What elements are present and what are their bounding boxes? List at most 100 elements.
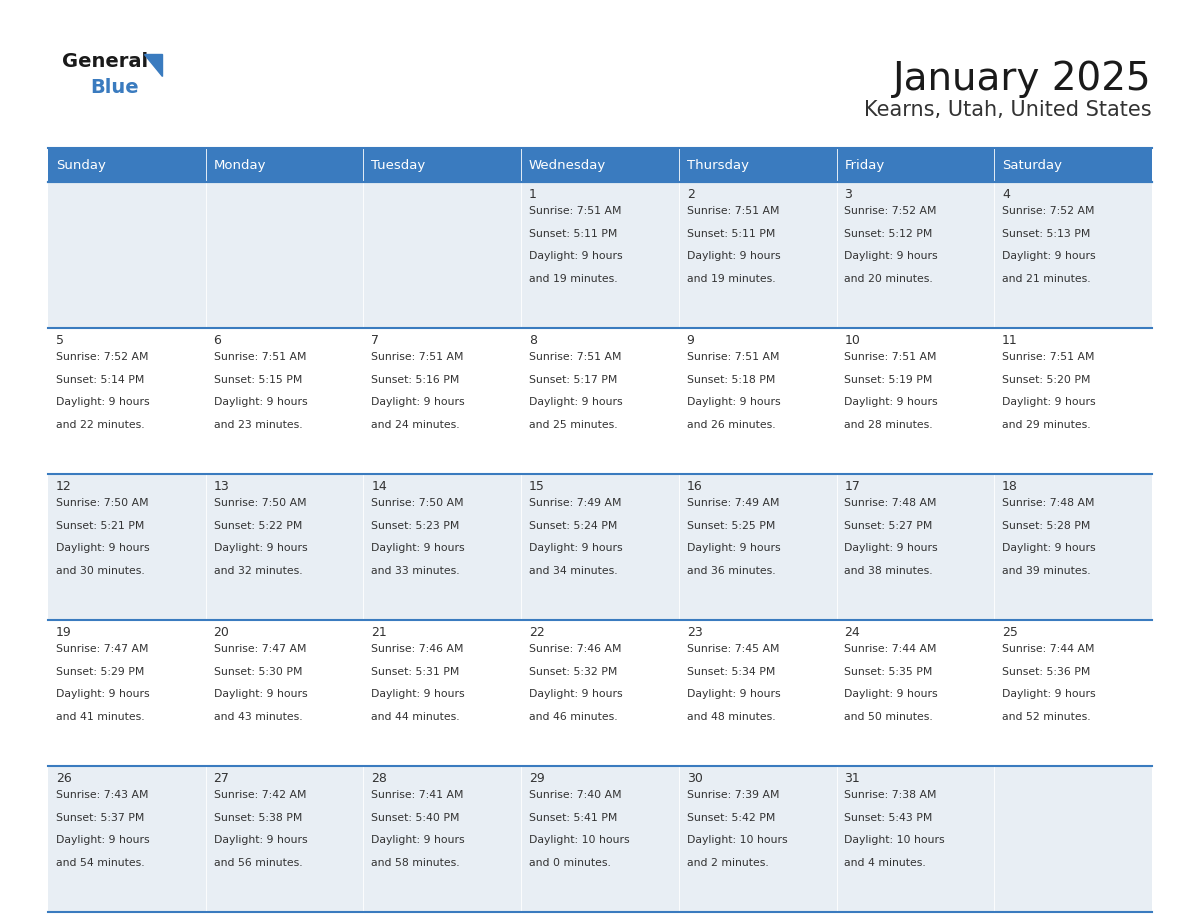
Bar — [48, 328, 1152, 474]
Text: and 2 minutes.: and 2 minutes. — [687, 858, 769, 868]
Text: Sunrise: 7:46 AM: Sunrise: 7:46 AM — [529, 644, 621, 654]
Text: and 20 minutes.: and 20 minutes. — [845, 274, 934, 284]
Text: and 56 minutes.: and 56 minutes. — [214, 858, 302, 868]
Text: and 21 minutes.: and 21 minutes. — [1003, 274, 1091, 284]
Text: Daylight: 9 hours: Daylight: 9 hours — [529, 689, 623, 700]
Text: 19: 19 — [56, 626, 71, 639]
Text: Sunset: 5:31 PM: Sunset: 5:31 PM — [372, 666, 460, 677]
Text: Sunset: 5:18 PM: Sunset: 5:18 PM — [687, 375, 775, 385]
Text: Kearns, Utah, United States: Kearns, Utah, United States — [865, 100, 1152, 120]
Text: 15: 15 — [529, 480, 545, 493]
Text: Sunset: 5:41 PM: Sunset: 5:41 PM — [529, 812, 618, 823]
Text: and 34 minutes.: and 34 minutes. — [529, 565, 618, 576]
Text: 11: 11 — [1003, 334, 1018, 347]
Text: Saturday: Saturday — [1003, 159, 1062, 172]
Text: Sunday: Sunday — [56, 159, 106, 172]
Text: 8: 8 — [529, 334, 537, 347]
Text: General: General — [62, 52, 148, 71]
Text: Daylight: 9 hours: Daylight: 9 hours — [687, 397, 781, 408]
Text: Sunset: 5:13 PM: Sunset: 5:13 PM — [1003, 229, 1091, 239]
Text: and 22 minutes.: and 22 minutes. — [56, 420, 145, 430]
Text: Sunrise: 7:51 AM: Sunrise: 7:51 AM — [529, 206, 621, 216]
Text: 31: 31 — [845, 772, 860, 785]
Text: Sunrise: 7:46 AM: Sunrise: 7:46 AM — [372, 644, 463, 654]
Text: Daylight: 9 hours: Daylight: 9 hours — [1003, 397, 1095, 408]
Text: and 58 minutes.: and 58 minutes. — [372, 858, 460, 868]
Text: 3: 3 — [845, 188, 852, 201]
Text: Sunrise: 7:43 AM: Sunrise: 7:43 AM — [56, 790, 148, 800]
Text: Sunrise: 7:51 AM: Sunrise: 7:51 AM — [687, 352, 779, 362]
Text: 2: 2 — [687, 188, 695, 201]
Text: and 48 minutes.: and 48 minutes. — [687, 711, 776, 722]
Text: 24: 24 — [845, 626, 860, 639]
Text: Daylight: 9 hours: Daylight: 9 hours — [529, 397, 623, 408]
Text: Sunrise: 7:38 AM: Sunrise: 7:38 AM — [845, 790, 937, 800]
Text: Daylight: 9 hours: Daylight: 9 hours — [214, 543, 308, 554]
Text: Sunset: 5:32 PM: Sunset: 5:32 PM — [529, 666, 618, 677]
Text: 7: 7 — [372, 334, 379, 347]
Text: Monday: Monday — [214, 159, 266, 172]
Text: Sunset: 5:17 PM: Sunset: 5:17 PM — [529, 375, 618, 385]
Text: 25: 25 — [1003, 626, 1018, 639]
Text: Sunset: 5:40 PM: Sunset: 5:40 PM — [372, 812, 460, 823]
Text: Daylight: 9 hours: Daylight: 9 hours — [687, 543, 781, 554]
Text: Daylight: 10 hours: Daylight: 10 hours — [529, 835, 630, 845]
Bar — [48, 182, 1152, 328]
Text: Daylight: 9 hours: Daylight: 9 hours — [56, 543, 150, 554]
Text: Sunset: 5:38 PM: Sunset: 5:38 PM — [214, 812, 302, 823]
Text: 28: 28 — [372, 772, 387, 785]
Text: Friday: Friday — [845, 159, 885, 172]
Text: and 46 minutes.: and 46 minutes. — [529, 711, 618, 722]
Text: Sunrise: 7:41 AM: Sunrise: 7:41 AM — [372, 790, 463, 800]
Text: 18: 18 — [1003, 480, 1018, 493]
Text: Sunrise: 7:44 AM: Sunrise: 7:44 AM — [1003, 644, 1094, 654]
Text: Wednesday: Wednesday — [529, 159, 606, 172]
Text: 5: 5 — [56, 334, 64, 347]
Text: Sunset: 5:11 PM: Sunset: 5:11 PM — [529, 229, 618, 239]
Text: Sunset: 5:37 PM: Sunset: 5:37 PM — [56, 812, 144, 823]
Text: Sunset: 5:34 PM: Sunset: 5:34 PM — [687, 666, 775, 677]
Text: Sunrise: 7:51 AM: Sunrise: 7:51 AM — [1003, 352, 1094, 362]
Text: 30: 30 — [687, 772, 702, 785]
Text: Daylight: 9 hours: Daylight: 9 hours — [845, 397, 939, 408]
Text: and 33 minutes.: and 33 minutes. — [372, 565, 460, 576]
Text: 20: 20 — [214, 626, 229, 639]
Text: Sunset: 5:27 PM: Sunset: 5:27 PM — [845, 521, 933, 531]
Text: and 4 minutes.: and 4 minutes. — [845, 858, 927, 868]
Text: 1: 1 — [529, 188, 537, 201]
Text: Sunset: 5:25 PM: Sunset: 5:25 PM — [687, 521, 775, 531]
Text: Blue: Blue — [90, 78, 139, 97]
Text: Sunset: 5:21 PM: Sunset: 5:21 PM — [56, 521, 144, 531]
Text: and 28 minutes.: and 28 minutes. — [845, 420, 933, 430]
Text: 16: 16 — [687, 480, 702, 493]
Text: Sunset: 5:30 PM: Sunset: 5:30 PM — [214, 666, 302, 677]
Text: Sunrise: 7:47 AM: Sunrise: 7:47 AM — [214, 644, 307, 654]
Text: Sunrise: 7:48 AM: Sunrise: 7:48 AM — [1003, 498, 1094, 508]
Text: Daylight: 9 hours: Daylight: 9 hours — [372, 397, 465, 408]
Text: Sunset: 5:35 PM: Sunset: 5:35 PM — [845, 666, 933, 677]
Text: Daylight: 9 hours: Daylight: 9 hours — [529, 252, 623, 262]
Text: Sunrise: 7:50 AM: Sunrise: 7:50 AM — [372, 498, 465, 508]
Text: Daylight: 9 hours: Daylight: 9 hours — [1003, 252, 1095, 262]
Text: and 24 minutes.: and 24 minutes. — [372, 420, 460, 430]
Text: and 44 minutes.: and 44 minutes. — [372, 711, 460, 722]
Text: and 38 minutes.: and 38 minutes. — [845, 565, 933, 576]
Text: 13: 13 — [214, 480, 229, 493]
Text: Tuesday: Tuesday — [372, 159, 425, 172]
Text: Sunset: 5:29 PM: Sunset: 5:29 PM — [56, 666, 144, 677]
Text: Sunset: 5:22 PM: Sunset: 5:22 PM — [214, 521, 302, 531]
Text: Sunrise: 7:50 AM: Sunrise: 7:50 AM — [214, 498, 307, 508]
Text: Sunrise: 7:52 AM: Sunrise: 7:52 AM — [1003, 206, 1094, 216]
Text: 26: 26 — [56, 772, 71, 785]
Text: Daylight: 10 hours: Daylight: 10 hours — [845, 835, 946, 845]
Text: Sunrise: 7:47 AM: Sunrise: 7:47 AM — [56, 644, 148, 654]
Text: Sunrise: 7:40 AM: Sunrise: 7:40 AM — [529, 790, 621, 800]
Text: Daylight: 9 hours: Daylight: 9 hours — [56, 689, 150, 700]
Text: Daylight: 9 hours: Daylight: 9 hours — [1003, 689, 1095, 700]
Text: 14: 14 — [372, 480, 387, 493]
Text: Sunrise: 7:51 AM: Sunrise: 7:51 AM — [845, 352, 937, 362]
Polygon shape — [144, 54, 162, 76]
Text: Daylight: 9 hours: Daylight: 9 hours — [529, 543, 623, 554]
Text: and 29 minutes.: and 29 minutes. — [1003, 420, 1091, 430]
Text: and 41 minutes.: and 41 minutes. — [56, 711, 145, 722]
